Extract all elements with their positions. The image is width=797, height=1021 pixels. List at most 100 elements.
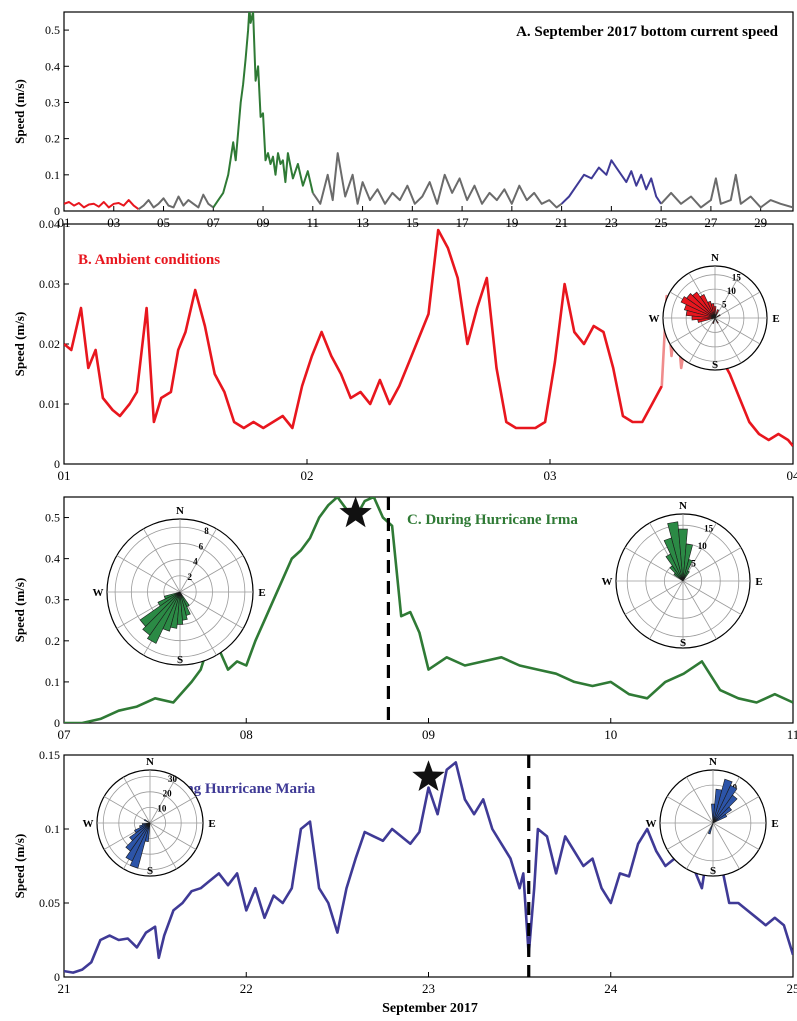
- rose-cardinal-label: E: [771, 818, 778, 830]
- x-tick-label: 07: [58, 727, 72, 742]
- panel-title: B. Ambient conditions: [78, 252, 220, 268]
- y-tick-label: 0.15: [39, 748, 60, 762]
- rose-petal: [673, 572, 684, 582]
- x-tick-label: 11: [787, 727, 797, 742]
- rose-spoke: [149, 776, 177, 824]
- rose-ring-label: 5: [722, 299, 727, 309]
- rose-spoke: [149, 822, 177, 870]
- rose-cardinal-label: W: [602, 576, 613, 588]
- hurricane-star-icon: [412, 760, 445, 791]
- rose-spoke: [149, 796, 197, 824]
- y-tick-label: 0: [54, 457, 60, 471]
- rose-cardinal-label: S: [177, 654, 183, 666]
- y-tick-label: 0.02: [39, 337, 60, 351]
- data-layer: [64, 12, 793, 211]
- panel-title: C. During Hurricane Irma: [407, 512, 578, 528]
- rose-ring: [671, 274, 759, 362]
- rose-spoke: [686, 822, 714, 870]
- x-tick-label: 17: [456, 215, 470, 230]
- rose-petal: [712, 317, 716, 325]
- rose-ring: [134, 807, 166, 839]
- rose-cardinal-label: E: [755, 576, 762, 588]
- rose-ring-label: 10: [157, 803, 167, 813]
- x-tick-label: 19: [505, 215, 518, 230]
- x-tick-label: 09: [422, 727, 435, 742]
- x-tick-label: 15: [406, 215, 419, 230]
- y-tick-label: 0.2: [45, 634, 60, 648]
- rose-ring: [130, 542, 230, 642]
- rose-cardinal-label: S: [712, 359, 718, 371]
- x-tick-label: 04: [787, 468, 797, 483]
- rose-cardinal-label: E: [208, 818, 215, 830]
- y-tick-label: 0: [54, 716, 60, 730]
- rose-spoke: [666, 822, 714, 850]
- series-line-other: [138, 193, 214, 211]
- rose-ring: [118, 791, 182, 855]
- rose-ring: [114, 526, 246, 658]
- rose-cardinal-label: N: [709, 756, 717, 768]
- x-tick-label: 21: [58, 981, 71, 996]
- y-tick-label: 0.05: [39, 896, 60, 910]
- y-tick-label: 0.4: [45, 59, 60, 73]
- rose-spoke: [179, 555, 244, 593]
- rose-ring-label: 5: [691, 559, 696, 569]
- rose-spoke: [149, 822, 197, 850]
- rose-cardinal-label: W: [93, 587, 104, 599]
- rose-ring-label: 10: [727, 286, 737, 296]
- y-tick-label: 0.1: [45, 822, 60, 836]
- rose-ring: [102, 775, 198, 871]
- panel-title: A. September 2017 bottom current speed: [516, 24, 779, 40]
- x-tick-label: 13: [356, 215, 369, 230]
- y-tick-label: 0.4: [45, 552, 60, 566]
- rose-ring-label: 15: [732, 272, 742, 282]
- rose-spoke: [686, 776, 714, 824]
- wind-rose: 510 15 N E S W: [602, 500, 763, 649]
- rose-cardinal-label: W: [83, 818, 94, 830]
- rose-ring-label: 4: [193, 557, 198, 567]
- rose-petal: [682, 570, 690, 582]
- y-tick-label: 0.1: [45, 675, 60, 689]
- rose-spoke: [123, 776, 151, 824]
- rose-cardinal-label: N: [679, 500, 687, 512]
- rose-petal: [697, 317, 716, 323]
- rose-ring-label: 30: [168, 774, 178, 784]
- rose-petal: [714, 309, 720, 319]
- series-line-ambient: [718, 355, 793, 447]
- series-line-other: [311, 152, 563, 209]
- rose-petal: [711, 803, 715, 824]
- y-axis-label: Speed (m/s): [12, 79, 27, 144]
- rose-ring-label: 15: [704, 524, 714, 534]
- y-tick-label: 0.03: [39, 277, 60, 291]
- rose-spoke: [712, 822, 740, 870]
- rose-spoke: [666, 796, 714, 824]
- x-tick-label: 03: [544, 468, 557, 483]
- y-tick-label: 0.5: [45, 511, 60, 525]
- hurricane-star-icon: [339, 496, 372, 528]
- x-tick-label: 25: [787, 981, 797, 996]
- series-line-irma: [212, 12, 314, 208]
- y-tick-label: 0.01: [39, 397, 60, 411]
- series-line-ambient: [64, 228, 663, 430]
- rose-ring: [626, 524, 740, 638]
- rose-cardinal-label: N: [176, 505, 184, 517]
- y-tick-label: 0: [54, 970, 60, 984]
- panel-a: 01 03 05 07 09 11 13 15 17 19 21 23 25 27 29 0 0.1 0.2 0.3…: [12, 11, 794, 230]
- rose-cardinal-label: S: [710, 865, 716, 877]
- x-tick-label: 01: [58, 215, 71, 230]
- rose-spoke: [103, 796, 151, 824]
- rose-cardinal-label: W: [646, 818, 657, 830]
- rose-ring-label: 10: [698, 541, 708, 551]
- series-line-maria: [64, 761, 793, 974]
- rose-cardinal-label: W: [649, 313, 660, 325]
- rose-petal: [144, 822, 151, 842]
- x-tick-label: 22: [240, 981, 253, 996]
- y-tick-label: 0.3: [45, 593, 60, 607]
- y-axis-label: Speed (m/s): [12, 312, 27, 377]
- rose-spoke: [179, 591, 244, 629]
- x-tick-label: 27: [704, 215, 718, 230]
- rose-cardinal-label: E: [258, 587, 265, 599]
- y-tick-label: 0: [54, 204, 60, 218]
- wind-rose: 10 20 30 N E S W: [83, 756, 216, 877]
